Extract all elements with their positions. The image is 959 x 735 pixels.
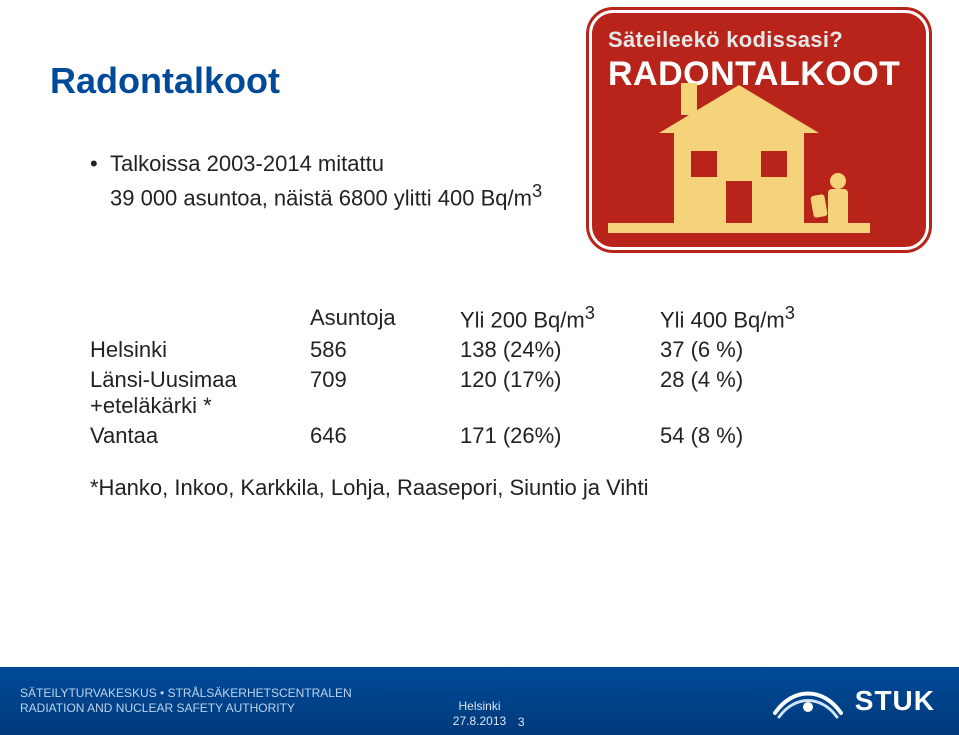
table-row: Länsi-Uusimaa +eteläkärki * 709 120 (17%… <box>90 365 840 421</box>
ground-icon <box>608 223 870 233</box>
bullet-dot: • <box>90 150 110 213</box>
slide-title: Radontalkoot <box>50 60 280 102</box>
logo-swoosh-icon <box>773 679 843 723</box>
row-label: Länsi-Uusimaa +eteläkärki * <box>90 365 310 421</box>
house-roof-icon <box>659 85 819 133</box>
header-empty <box>90 300 310 335</box>
house-door-icon <box>726 181 752 223</box>
header-yli400: Yli 400 Bq/m3 <box>660 300 840 335</box>
data-table: Asuntoja Yli 200 Bq/m3 Yli 400 Bq/m3 Hel… <box>90 300 840 451</box>
header-yli200: Yli 200 Bq/m3 <box>460 300 660 335</box>
footer-page-number: 3 <box>518 715 525 729</box>
row-val-b: 138 (24%) <box>460 335 660 365</box>
footnote: *Hanko, Inkoo, Karkkila, Lohja, Raasepor… <box>90 475 648 501</box>
house-window-icon <box>761 151 787 177</box>
row-val-c: 54 (8 %) <box>660 421 840 451</box>
row-val-a: 646 <box>310 421 460 451</box>
footer-org-line1: SÄTEILYTURVAKESKUS • STRÅLSÄKERHETSCENTR… <box>20 686 352 701</box>
row-val-c: 37 (6 %) <box>660 335 840 365</box>
footer-org-line2: RADIATION AND NUCLEAR SAFETY AUTHORITY <box>20 701 352 716</box>
row-val-a: 586 <box>310 335 460 365</box>
campaign-badge: Säteileekö kodissasi? RADONTALKOOT <box>589 10 929 250</box>
footer-org: SÄTEILYTURVAKESKUS • STRÅLSÄKERHETSCENTR… <box>20 686 352 716</box>
footer-date: 27.8.2013 <box>453 714 506 729</box>
table-row: Vantaa 646 171 (26%) 54 (8 %) <box>90 421 840 451</box>
bullet-line-1: Talkoissa 2003-2014 mitattu <box>110 150 542 179</box>
row-val-c: 28 (4 %) <box>660 365 840 421</box>
table-row: Helsinki 586 138 (24%) 37 (6 %) <box>90 335 840 365</box>
logo-text: STUK <box>855 685 935 717</box>
badge-question: Säteileekö kodissasi? <box>608 27 910 53</box>
row-val-b: 171 (26%) <box>460 421 660 451</box>
stuk-logo: STUK <box>773 679 935 723</box>
worker-icon <box>818 163 858 223</box>
footer-center: Helsinki 27.8.2013 <box>453 699 506 729</box>
row-val-a: 709 <box>310 365 460 421</box>
row-label: Helsinki <box>90 335 310 365</box>
row-label: Vantaa <box>90 421 310 451</box>
bullet-line-2: 39 000 asuntoa, näistä 6800 ylitti 400 B… <box>110 179 542 213</box>
bullet-block: • Talkoissa 2003-2014 mitattu 39 000 asu… <box>90 150 542 213</box>
header-asuntoja: Asuntoja <box>310 300 460 335</box>
badge-illustration <box>608 97 870 233</box>
house-window-icon <box>691 151 717 177</box>
table-header-row: Asuntoja Yli 200 Bq/m3 Yli 400 Bq/m3 <box>90 300 840 335</box>
footer-place: Helsinki <box>453 699 506 714</box>
row-val-b: 120 (17%) <box>460 365 660 421</box>
slide-footer: SÄTEILYTURVAKESKUS • STRÅLSÄKERHETSCENTR… <box>0 667 959 735</box>
